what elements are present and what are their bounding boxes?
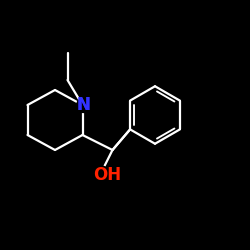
Text: OH: OH (94, 166, 122, 184)
Text: N: N (77, 96, 91, 114)
Text: N: N (77, 96, 91, 114)
